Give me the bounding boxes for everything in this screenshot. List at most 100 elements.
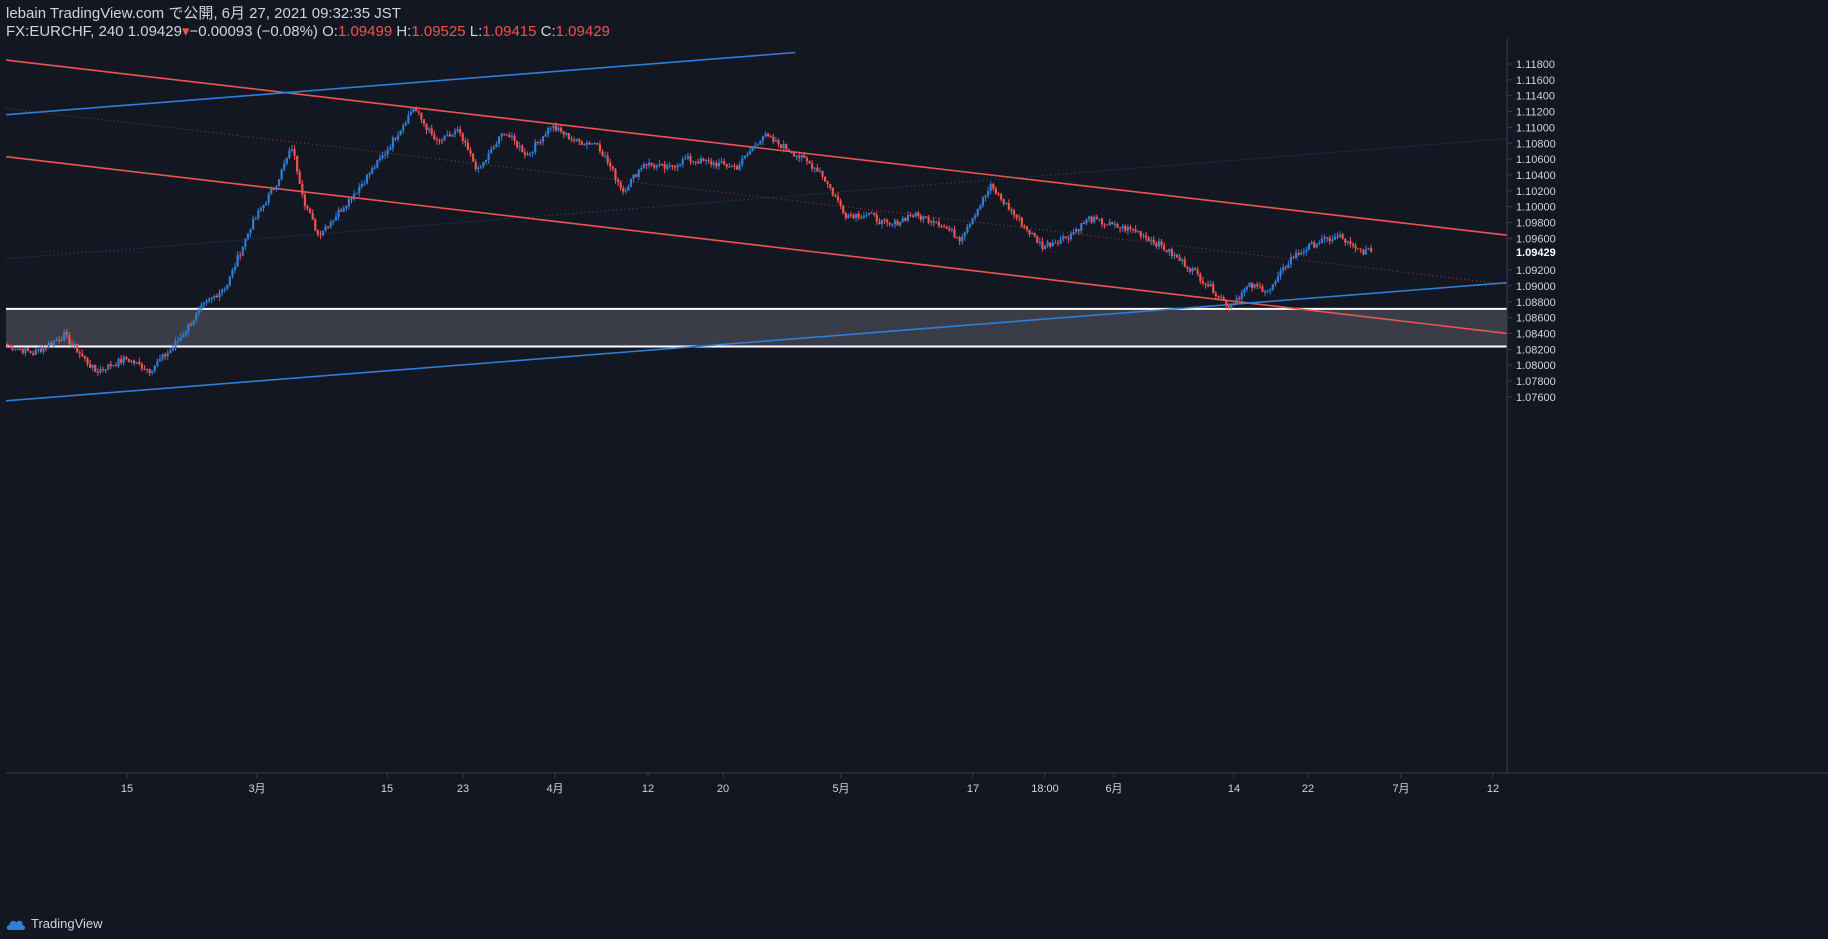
down-candle bbox=[523, 148, 526, 159]
candle-body bbox=[342, 208, 345, 212]
down-candle bbox=[1222, 295, 1225, 301]
up-candle bbox=[404, 120, 407, 127]
candle-body bbox=[642, 164, 646, 169]
up-candle bbox=[756, 142, 759, 146]
candle-body bbox=[104, 369, 107, 371]
y-tick-label: 1.08400 bbox=[1516, 328, 1556, 340]
down-candle bbox=[1129, 224, 1132, 233]
candle-body bbox=[332, 220, 335, 223]
down-candle bbox=[909, 211, 912, 218]
candle-body bbox=[738, 164, 741, 170]
up-candle bbox=[99, 365, 102, 375]
down-candle bbox=[614, 167, 617, 184]
down-candle bbox=[1349, 236, 1352, 248]
down-candle bbox=[8, 343, 11, 348]
down-candle bbox=[694, 161, 697, 166]
candle-body bbox=[534, 142, 537, 153]
y-tick-label: 1.09600 bbox=[1516, 233, 1556, 245]
y-tick-label: 1.09800 bbox=[1516, 218, 1556, 230]
candle-body bbox=[1227, 305, 1230, 308]
up-candle bbox=[347, 198, 350, 210]
candle-body bbox=[145, 369, 149, 371]
up-candle bbox=[73, 340, 76, 349]
up-candle bbox=[254, 216, 257, 220]
candle-body bbox=[997, 193, 1000, 195]
candle-body bbox=[350, 198, 353, 200]
down-candle bbox=[1261, 283, 1264, 292]
candle-body bbox=[976, 208, 979, 216]
y-tick-label: 1.11000 bbox=[1516, 122, 1555, 134]
candle-body bbox=[1106, 224, 1109, 226]
up-candle bbox=[585, 140, 589, 149]
up-candle bbox=[218, 289, 221, 302]
down-candle bbox=[826, 180, 829, 188]
candle-body bbox=[1062, 236, 1065, 240]
candle-body bbox=[446, 134, 449, 136]
up-candle bbox=[376, 159, 379, 169]
down-candle bbox=[671, 165, 674, 170]
candle-body bbox=[275, 186, 278, 189]
tradingview-watermark[interactable]: TradingView bbox=[6, 916, 103, 931]
up-candle bbox=[208, 297, 211, 304]
up-candle bbox=[386, 145, 389, 158]
candle-body bbox=[65, 331, 68, 335]
up-candle bbox=[961, 233, 964, 245]
down-candle bbox=[1028, 229, 1031, 237]
up-candle bbox=[575, 138, 578, 142]
candle-body bbox=[588, 142, 591, 145]
candle-body bbox=[1129, 226, 1132, 229]
up-candle bbox=[37, 346, 40, 354]
down-candle bbox=[635, 173, 638, 178]
down-candle bbox=[560, 124, 563, 134]
candle-body bbox=[47, 342, 50, 348]
up-candle bbox=[536, 140, 539, 146]
up-candle bbox=[1253, 284, 1256, 290]
up-candle bbox=[963, 231, 966, 241]
candle-body bbox=[800, 154, 803, 158]
down-candle bbox=[1163, 242, 1166, 252]
candle-body bbox=[578, 138, 581, 142]
down-candle bbox=[588, 141, 591, 145]
down-candle bbox=[911, 214, 915, 219]
candle-body bbox=[681, 158, 684, 165]
candle-body bbox=[223, 288, 226, 291]
candle-body bbox=[508, 134, 511, 137]
candle-body bbox=[1012, 210, 1016, 215]
trend-lines bbox=[5, 51, 1508, 402]
candle-body bbox=[1134, 229, 1137, 232]
candle-body bbox=[280, 169, 283, 180]
down-candle bbox=[554, 122, 558, 133]
up-candle bbox=[1181, 257, 1184, 265]
down-candle bbox=[873, 212, 876, 217]
candle-body bbox=[479, 166, 482, 168]
candle-body bbox=[1186, 267, 1189, 269]
up-candle bbox=[1230, 303, 1233, 309]
candle-body bbox=[37, 349, 40, 351]
candle-body bbox=[1056, 242, 1060, 244]
candle-body bbox=[904, 218, 907, 221]
candle-body bbox=[619, 181, 622, 189]
down-candle bbox=[94, 364, 97, 373]
candle-body bbox=[567, 132, 570, 140]
candle-body bbox=[435, 139, 438, 141]
candle-body bbox=[1222, 297, 1225, 300]
candle-body bbox=[984, 195, 987, 198]
candle-body bbox=[1354, 245, 1357, 249]
up-candle bbox=[1274, 279, 1277, 288]
candle-body bbox=[205, 300, 208, 303]
low-value: 1.09415 bbox=[482, 23, 537, 40]
up-candle bbox=[510, 132, 514, 141]
up-candle bbox=[528, 152, 532, 158]
candle-body bbox=[120, 358, 123, 363]
candle-body bbox=[930, 221, 933, 223]
up-candle bbox=[428, 126, 431, 134]
down-candle bbox=[1362, 248, 1365, 256]
up-candle bbox=[1046, 239, 1049, 249]
candle-body bbox=[1359, 249, 1362, 251]
candle-body bbox=[73, 343, 76, 345]
up-candle bbox=[1059, 235, 1062, 245]
candle-body bbox=[1199, 273, 1202, 281]
up-candle bbox=[202, 302, 206, 309]
candle-body bbox=[829, 183, 832, 188]
